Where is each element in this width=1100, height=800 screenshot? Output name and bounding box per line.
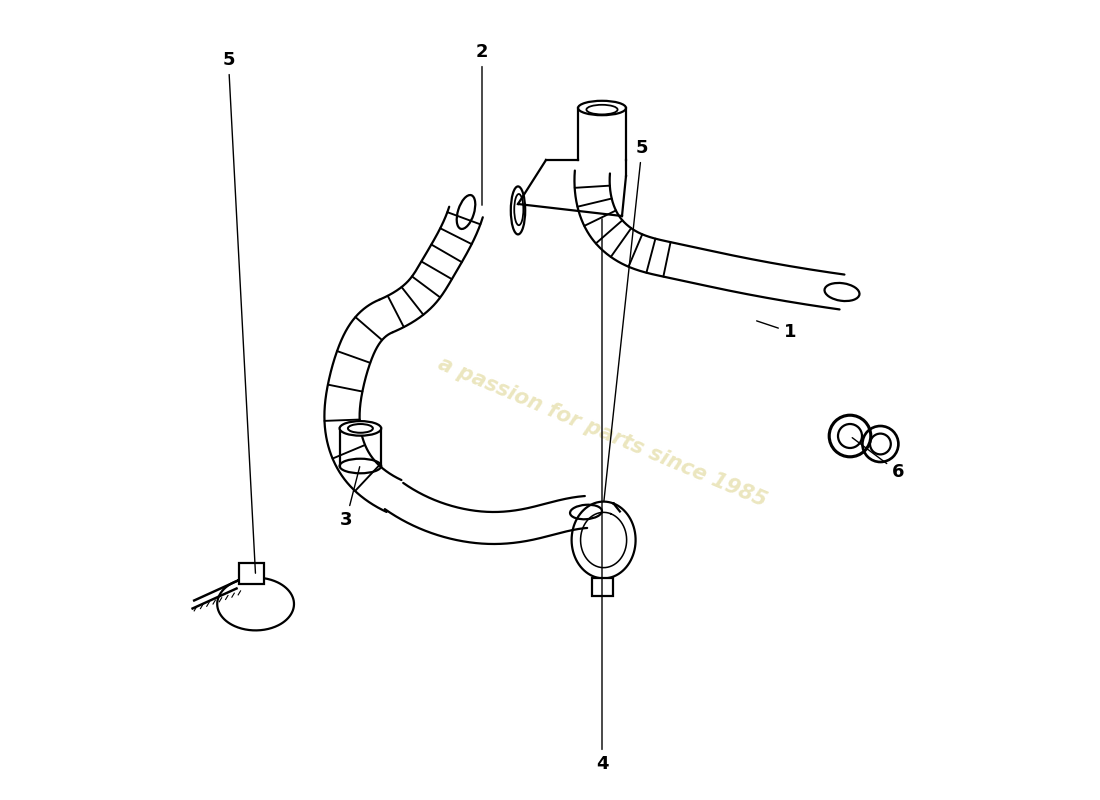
FancyBboxPatch shape	[239, 563, 264, 584]
Text: a passion for parts since 1985: a passion for parts since 1985	[434, 354, 769, 510]
Text: 5: 5	[604, 139, 648, 502]
Text: 1: 1	[757, 321, 796, 341]
Text: 5: 5	[222, 51, 255, 574]
Text: 2: 2	[475, 43, 488, 206]
Text: 6: 6	[852, 438, 904, 481]
Text: 4: 4	[596, 218, 608, 773]
FancyBboxPatch shape	[593, 578, 613, 596]
Ellipse shape	[340, 421, 382, 436]
Text: 3: 3	[340, 466, 360, 529]
